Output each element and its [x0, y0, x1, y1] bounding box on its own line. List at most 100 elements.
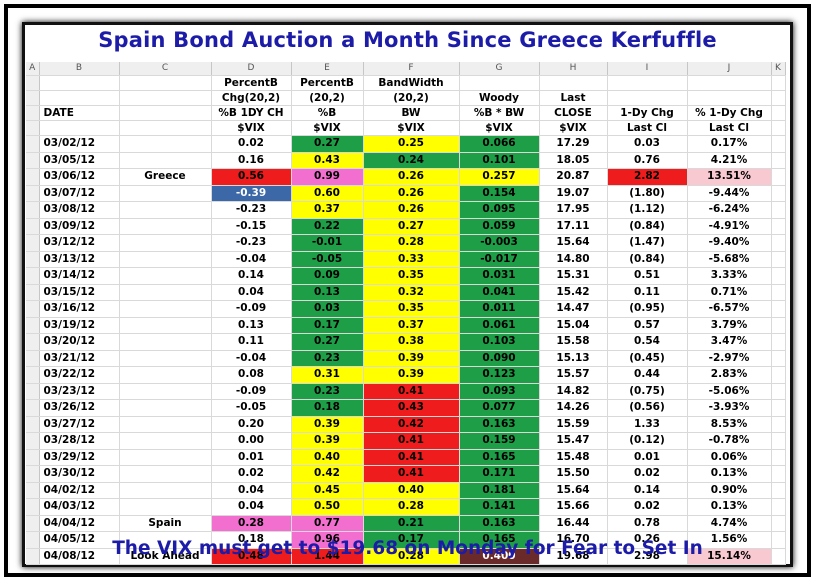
event-label-cell[interactable] — [119, 333, 212, 351]
bandwidth-cell[interactable]: 0.38 — [363, 333, 460, 351]
pct-one-day-change-cell[interactable]: 3.33% — [687, 267, 772, 285]
close-cell[interactable]: 15.42 — [539, 284, 608, 301]
close-cell[interactable]: 19.07 — [539, 185, 608, 202]
one-day-change-cell[interactable]: (0.75) — [607, 383, 688, 400]
event-label-cell[interactable]: Spain — [119, 515, 212, 532]
woody-cell[interactable]: 0.123 — [459, 366, 540, 384]
date-cell[interactable]: 03/20/12 — [39, 333, 120, 351]
pctb-change-cell[interactable]: -0.04 — [211, 251, 292, 268]
pct-one-day-change-cell[interactable]: 0.17% — [687, 135, 772, 153]
event-label-cell[interactable] — [119, 300, 212, 318]
event-label-cell[interactable] — [119, 531, 212, 549]
pctb-change-cell[interactable]: -0.23 — [211, 201, 292, 219]
pctb-change-cell[interactable]: 0.08 — [211, 366, 292, 384]
pctb-cell[interactable]: 0.27 — [291, 135, 364, 153]
date-cell[interactable]: 03/16/12 — [39, 300, 120, 318]
event-label-cell[interactable] — [119, 383, 212, 400]
column-letter-e[interactable]: E — [291, 62, 364, 76]
pctb-cell[interactable]: 0.60 — [291, 185, 364, 202]
one-day-change-cell[interactable]: (0.45) — [607, 350, 688, 367]
pctb-cell[interactable]: 0.50 — [291, 498, 364, 516]
date-cell[interactable]: 03/15/12 — [39, 284, 120, 301]
pctb-change-cell[interactable]: 0.20 — [211, 416, 292, 433]
column-letter-i[interactable]: I — [607, 62, 688, 76]
woody-cell[interactable]: 0.090 — [459, 350, 540, 367]
bandwidth-cell[interactable]: 0.41 — [363, 449, 460, 466]
bandwidth-cell[interactable]: 0.28 — [363, 548, 460, 565]
pct-one-day-change-cell[interactable]: -6.24% — [687, 201, 772, 219]
woody-cell[interactable]: 0.257 — [459, 168, 540, 186]
pctb-change-cell[interactable]: -0.09 — [211, 300, 292, 318]
pctb-change-cell[interactable]: -0.05 — [211, 399, 292, 417]
one-day-change-cell[interactable]: 0.26 — [607, 531, 688, 549]
one-day-change-cell[interactable]: (0.84) — [607, 251, 688, 268]
pctb-change-cell[interactable]: 0.01 — [211, 449, 292, 466]
woody-cell[interactable]: 0.163 — [459, 416, 540, 433]
pctb-change-cell[interactable]: 0.00 — [211, 432, 292, 450]
close-cell[interactable]: 18.05 — [539, 152, 608, 169]
pctb-cell[interactable]: 0.43 — [291, 152, 364, 169]
date-cell[interactable]: 03/26/12 — [39, 399, 120, 417]
column-letter-j[interactable]: J — [687, 62, 772, 76]
one-day-change-cell[interactable]: 0.03 — [607, 135, 688, 153]
close-cell[interactable]: 15.50 — [539, 465, 608, 483]
pctb-change-cell[interactable]: 0.11 — [211, 333, 292, 351]
close-cell[interactable]: 16.44 — [539, 515, 608, 532]
pctb-cell[interactable]: 0.23 — [291, 383, 364, 400]
woody-cell[interactable]: 0.171 — [459, 465, 540, 483]
close-cell[interactable]: 20.87 — [539, 168, 608, 186]
pctb-cell[interactable]: 0.96 — [291, 531, 364, 549]
pctb-cell[interactable]: 0.37 — [291, 201, 364, 219]
event-label-cell[interactable] — [119, 416, 212, 433]
pctb-change-cell[interactable]: 0.18 — [211, 531, 292, 549]
pct-one-day-change-cell[interactable]: 13.51% — [687, 168, 772, 186]
one-day-change-cell[interactable]: 0.11 — [607, 284, 688, 301]
pctb-change-cell[interactable]: -0.09 — [211, 383, 292, 400]
pctb-cell[interactable]: 0.03 — [291, 300, 364, 318]
bandwidth-cell[interactable]: 0.41 — [363, 383, 460, 400]
woody-cell[interactable]: 0.141 — [459, 498, 540, 516]
date-cell[interactable]: 03/13/12 — [39, 251, 120, 268]
pct-one-day-change-cell[interactable]: 2.83% — [687, 366, 772, 384]
date-cell[interactable]: 03/28/12 — [39, 432, 120, 450]
event-label-cell[interactable] — [119, 135, 212, 153]
bandwidth-cell[interactable]: 0.28 — [363, 234, 460, 252]
one-day-change-cell[interactable]: 1.33 — [607, 416, 688, 433]
woody-cell[interactable]: 0.103 — [459, 333, 540, 351]
date-cell[interactable]: 03/07/12 — [39, 185, 120, 202]
event-label-cell[interactable] — [119, 482, 212, 499]
pct-one-day-change-cell[interactable]: 0.71% — [687, 284, 772, 301]
close-cell[interactable]: 15.48 — [539, 449, 608, 466]
date-cell[interactable]: 03/23/12 — [39, 383, 120, 400]
pctb-change-cell[interactable]: 0.04 — [211, 284, 292, 301]
bandwidth-cell[interactable]: 0.28 — [363, 498, 460, 516]
woody-cell[interactable]: 0.059 — [459, 218, 540, 235]
close-cell[interactable]: 14.80 — [539, 251, 608, 268]
column-letter-f[interactable]: F — [363, 62, 460, 76]
pctb-cell[interactable]: 0.22 — [291, 218, 364, 235]
date-cell[interactable]: 03/19/12 — [39, 317, 120, 334]
bandwidth-cell[interactable]: 0.26 — [363, 168, 460, 186]
pct-one-day-change-cell[interactable]: 0.13% — [687, 465, 772, 483]
pctb-cell[interactable]: 0.40 — [291, 449, 364, 466]
pctb-change-cell[interactable]: -0.04 — [211, 350, 292, 367]
event-label-cell[interactable] — [119, 449, 212, 466]
close-cell[interactable]: 15.59 — [539, 416, 608, 433]
date-cell[interactable]: 03/29/12 — [39, 449, 120, 466]
date-cell[interactable]: 04/05/12 — [39, 531, 120, 549]
event-label-cell[interactable] — [119, 465, 212, 483]
one-day-change-cell[interactable]: 0.02 — [607, 465, 688, 483]
bandwidth-cell[interactable]: 0.35 — [363, 300, 460, 318]
one-day-change-cell[interactable]: (0.12) — [607, 432, 688, 450]
pct-one-day-change-cell[interactable]: -3.93% — [687, 399, 772, 417]
close-cell[interactable]: 15.64 — [539, 482, 608, 499]
pct-one-day-change-cell[interactable]: -5.06% — [687, 383, 772, 400]
one-day-change-cell[interactable]: (1.80) — [607, 185, 688, 202]
one-day-change-cell[interactable]: (1.12) — [607, 201, 688, 219]
woody-cell[interactable]: 0.400 — [459, 548, 540, 565]
woody-cell[interactable]: 0.159 — [459, 432, 540, 450]
date-cell[interactable]: 04/04/12 — [39, 515, 120, 532]
woody-cell[interactable]: 0.095 — [459, 201, 540, 219]
event-label-cell[interactable] — [119, 399, 212, 417]
woody-cell[interactable]: 0.066 — [459, 135, 540, 153]
